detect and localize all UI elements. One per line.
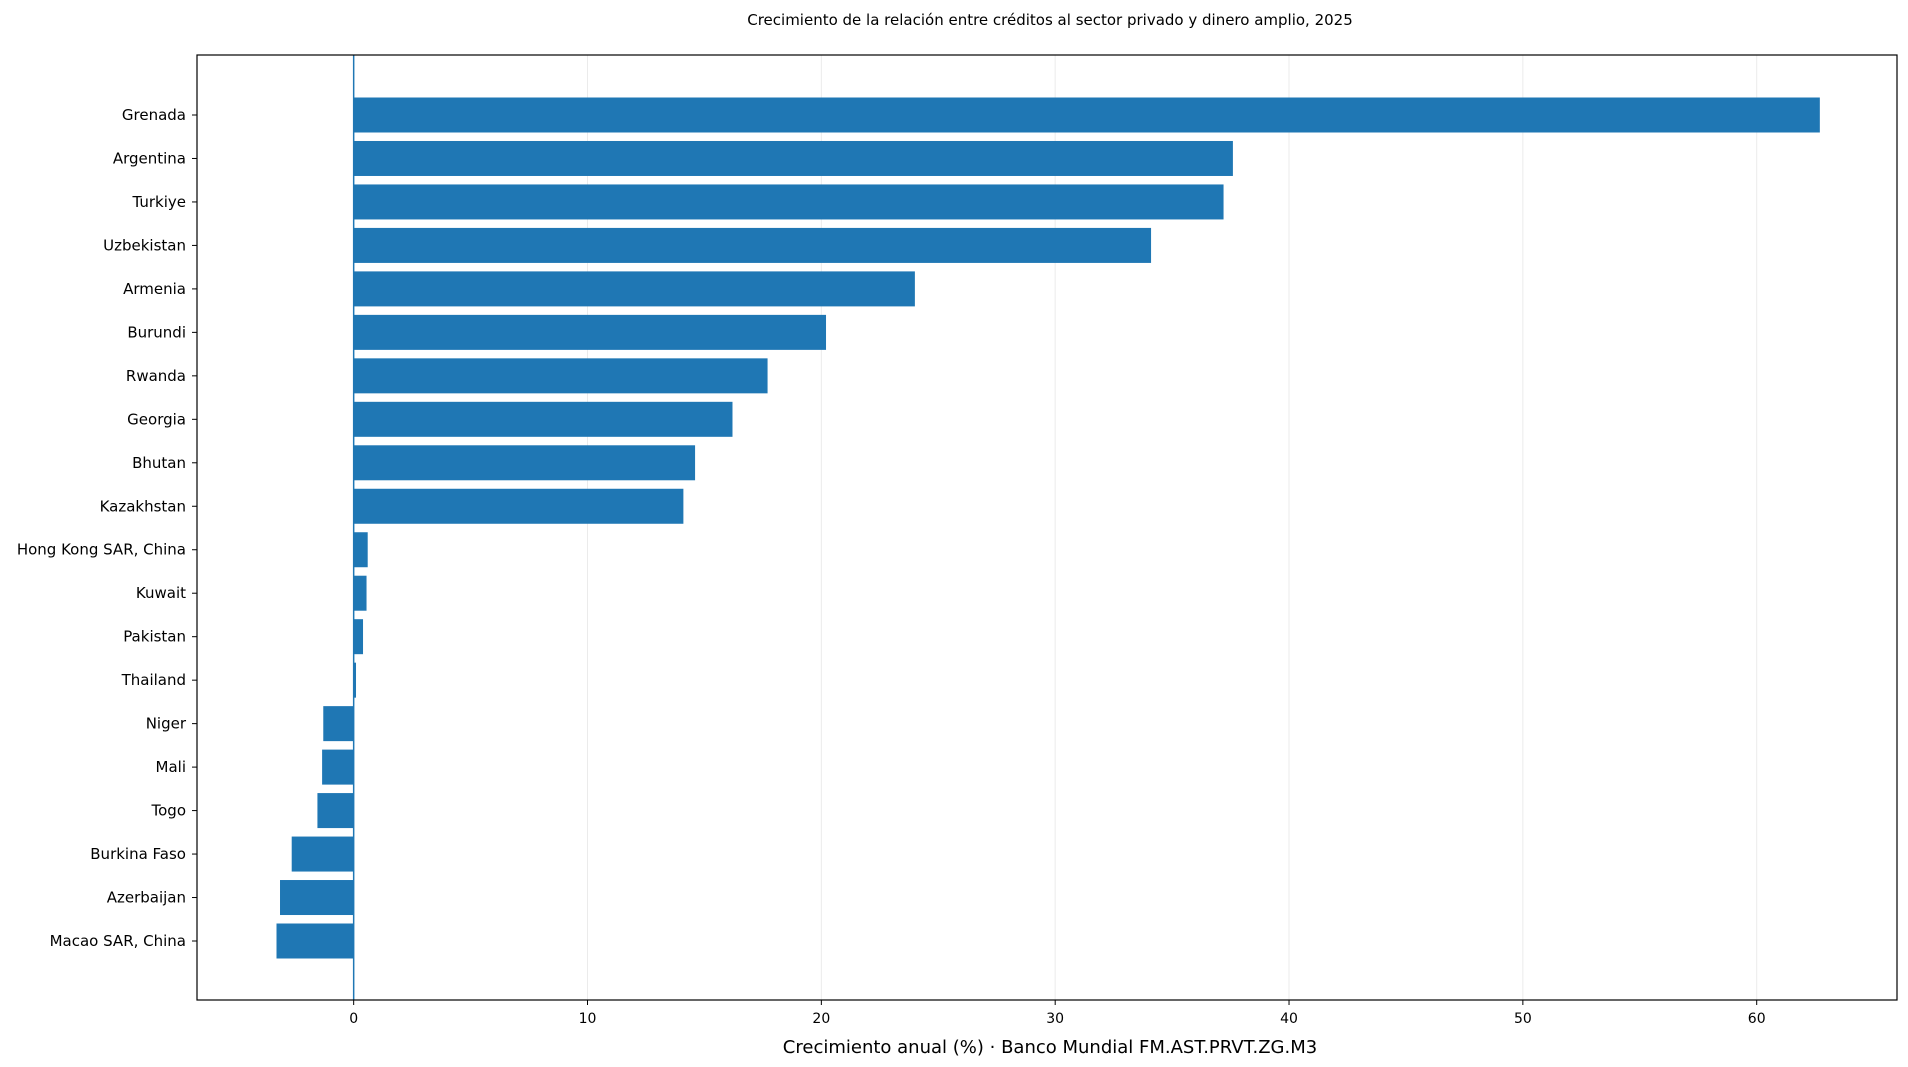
bar-2 bbox=[353, 184, 1224, 220]
y-category-label-4: Armenia bbox=[123, 280, 186, 298]
y-category-label-13: Thailand bbox=[121, 671, 186, 689]
y-category-label-0: Grenada bbox=[122, 106, 186, 124]
bar-18 bbox=[280, 880, 354, 916]
y-category-label-2: Turkiye bbox=[131, 193, 186, 211]
bar-12 bbox=[353, 619, 364, 655]
bar-3 bbox=[353, 227, 1152, 263]
y-axis-category-labels: Grenada Argentina Turkiye Uzbekistan Armenia… bbox=[17, 106, 197, 950]
y-category-label-1: Argentina bbox=[113, 149, 186, 167]
bar-11 bbox=[353, 575, 367, 611]
bar-16 bbox=[317, 793, 354, 829]
bar-17 bbox=[291, 836, 354, 872]
bar-14 bbox=[323, 706, 354, 742]
bar-10 bbox=[353, 532, 368, 568]
bar-19 bbox=[276, 923, 354, 959]
bar-0 bbox=[353, 97, 1820, 133]
x-tick-label-4: 40 bbox=[1280, 1011, 1298, 1027]
x-axis-ticks: 0 10 20 30 40 50 60 bbox=[349, 1000, 1766, 1027]
x-tick-label-3: 30 bbox=[1046, 1011, 1064, 1027]
y-category-label-16: Togo bbox=[151, 802, 187, 820]
plot-area-frame bbox=[196, 54, 1898, 1001]
bars bbox=[276, 97, 1820, 959]
y-category-label-7: Georgia bbox=[127, 410, 186, 428]
x-tick-label-2: 20 bbox=[812, 1011, 830, 1027]
x-tick-label-6: 60 bbox=[1748, 1011, 1766, 1027]
y-category-label-18: Azerbaijan bbox=[107, 889, 186, 907]
x-tick-label-5: 50 bbox=[1514, 1011, 1532, 1027]
bar-6 bbox=[353, 358, 768, 394]
y-category-label-6: Rwanda bbox=[126, 367, 186, 385]
y-category-label-19: Macao SAR, China bbox=[50, 932, 186, 950]
x-tick-label-0: 0 bbox=[349, 1011, 358, 1027]
y-category-label-12: Pakistan bbox=[123, 628, 186, 646]
y-category-label-3: Uzbekistan bbox=[103, 236, 186, 254]
x-axis-label: Crecimiento anual (%) · Banco Mundial FM… bbox=[783, 1037, 1317, 1058]
bar-9 bbox=[353, 488, 684, 524]
bar-13 bbox=[353, 662, 357, 698]
bar-7 bbox=[353, 401, 733, 437]
bar-8 bbox=[353, 445, 696, 481]
y-category-label-8: Bhutan bbox=[132, 454, 186, 472]
y-category-label-9: Kazakhstan bbox=[100, 497, 186, 515]
bar-1 bbox=[353, 140, 1233, 176]
bar-15 bbox=[322, 749, 354, 785]
y-category-label-10: Hong Kong SAR, China bbox=[17, 541, 186, 559]
y-category-label-14: Niger bbox=[146, 715, 187, 733]
y-category-label-17: Burkina Faso bbox=[90, 845, 186, 863]
y-category-label-11: Kuwait bbox=[136, 584, 186, 602]
bar-5 bbox=[353, 314, 827, 350]
x-tick-label-1: 10 bbox=[579, 1011, 597, 1027]
chart-title: Crecimiento de la relación entre crédito… bbox=[747, 11, 1353, 29]
bar-4 bbox=[353, 271, 915, 307]
y-category-label-15: Mali bbox=[156, 758, 186, 776]
y-category-label-5: Burundi bbox=[127, 323, 186, 341]
